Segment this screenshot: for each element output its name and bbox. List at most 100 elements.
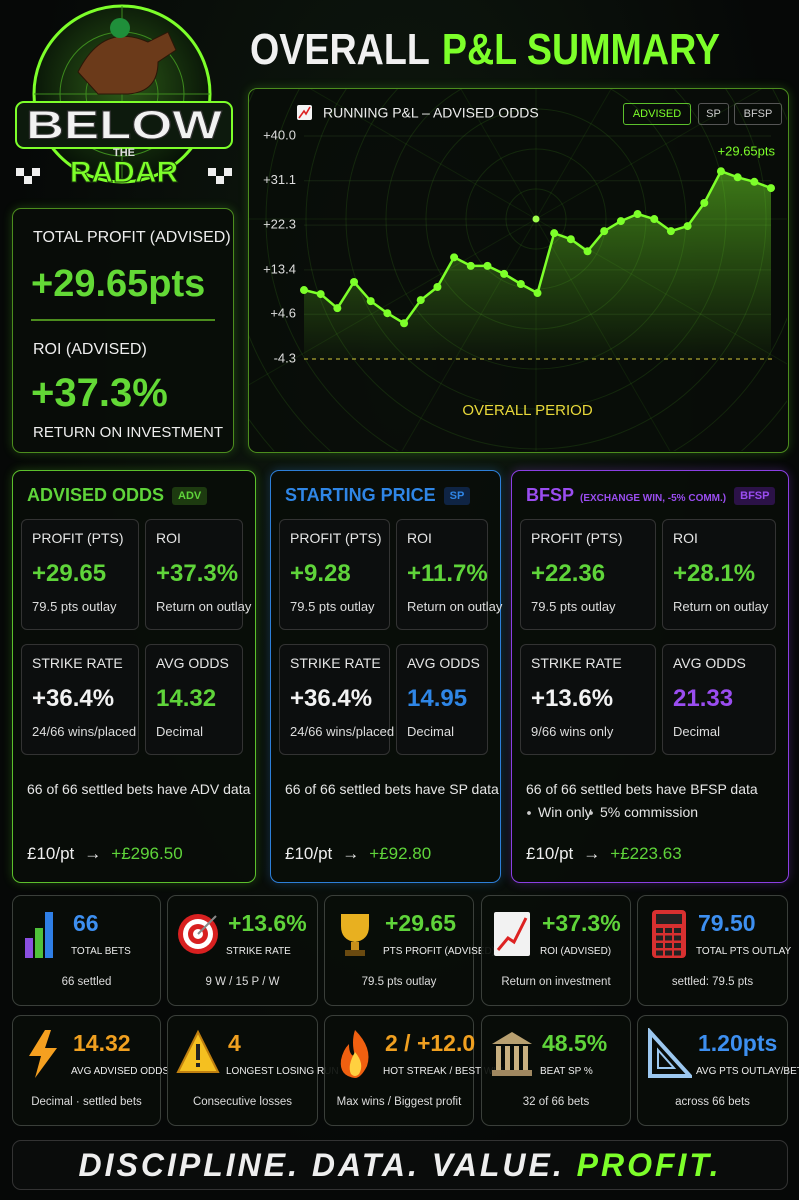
- icon: [45, 912, 53, 958]
- icon: [496, 917, 528, 951]
- stat-card: +13.6% STRIKE RATE 9 W / 15 P / W: [167, 895, 318, 1006]
- icon: [665, 935, 672, 941]
- icon: [665, 950, 672, 956]
- stat-value: 1.20pts: [698, 1030, 778, 1056]
- stat-note: across 66 bets: [675, 1096, 750, 1108]
- metric-label: PROFIT (PTS): [32, 530, 124, 546]
- icon: [665, 928, 672, 933]
- stat-label: TOTAL PTS OUTLAY: [696, 946, 792, 957]
- metric-card: AVG ODDS 14.32 Decimal: [145, 644, 243, 755]
- y-tick-label: -4.3: [274, 350, 296, 365]
- icon: [29, 1030, 57, 1078]
- stat-note: Consecutive losses: [192, 1096, 293, 1108]
- return: +£223.63: [610, 844, 682, 863]
- icon: [674, 943, 681, 948]
- stake: £10/pt: [526, 844, 574, 863]
- radar-ring: [385, 89, 687, 370]
- return: +£92.80: [369, 844, 432, 863]
- icon: [492, 1032, 532, 1044]
- roi-label: ROI (ADVISED): [33, 341, 147, 358]
- toggle-sp[interactable]: SP: [698, 103, 729, 125]
- stat-icon: [176, 1029, 220, 1073]
- stat-value: 66: [73, 910, 99, 936]
- stat-card: 4 LONGEST LOSING RUN Consecutive losses: [167, 1015, 339, 1126]
- y-tick-label: +4.6: [270, 306, 296, 321]
- point: [300, 286, 308, 295]
- icon: [665, 943, 672, 948]
- panel: ADVISED ODDS ADV PROFIT (PTS) +29.65 79.5 pt…: [12, 470, 256, 883]
- metric-value: +9.28: [290, 560, 351, 587]
- stat-label: HOT STREAK / BEST WIN: [383, 1066, 504, 1077]
- stat-value: 79.50: [698, 910, 756, 936]
- stake-line: £10/pt → +£92.80: [285, 844, 431, 864]
- icon: [505, 1046, 510, 1070]
- radar-spoke: [535, 89, 612, 220]
- icon: [492, 1070, 532, 1076]
- point: [316, 290, 325, 299]
- metric-card: STRIKE RATE +13.6% 9/66 wins only: [520, 644, 656, 755]
- point: [600, 227, 609, 236]
- bullet-note: 5% commission: [588, 804, 699, 820]
- area: [304, 171, 771, 359]
- point: [466, 261, 475, 270]
- point: [550, 229, 559, 238]
- metric-label: AVG ODDS: [156, 655, 229, 671]
- icon: [656, 928, 663, 933]
- panel-header: BFSP (EXCHANGE WIN, -5% COMM.) BFSP: [526, 485, 776, 506]
- metric-label: STRIKE RATE: [531, 655, 622, 671]
- stat-label: AVG ADVISED ODDS: [71, 1066, 170, 1077]
- icon: [674, 928, 681, 933]
- stat-label: PTS PROFIT (ADVISED): [383, 946, 496, 957]
- metric-note: Return on outlay: [407, 599, 503, 614]
- icon: [648, 1028, 692, 1078]
- panel-badge: SP: [443, 487, 471, 505]
- chart-icon: [297, 105, 312, 120]
- point: [366, 297, 375, 306]
- radar-blip: [532, 215, 540, 223]
- point: [633, 210, 642, 219]
- icon: [196, 1063, 200, 1067]
- stat-card: 79.50 TOTAL PTS OUTLAY settled: 79.5 pts: [637, 895, 792, 1006]
- metric-note: 24/66 wins/placed: [290, 724, 395, 739]
- stake: £10/pt: [27, 844, 75, 863]
- radar-ring: [505, 188, 567, 250]
- toggle-bfsp[interactable]: BFSP: [734, 103, 782, 125]
- logo-bottom: RADAR: [70, 156, 179, 189]
- y-tick-label: +22.3: [263, 217, 296, 232]
- panel-title: ADVISED ODDS: [27, 485, 165, 505]
- metric-note: 9/66 wins only: [531, 724, 614, 739]
- panel-badge: ADV: [172, 487, 208, 505]
- radar-ring: [265, 89, 787, 451]
- metric-label: ROI: [156, 530, 181, 546]
- stat-card: 48.5% BEAT SP % 32 of 66 bets: [481, 1015, 631, 1126]
- arrow: →: [342, 844, 360, 863]
- stat-icon: [25, 912, 53, 958]
- icon: [657, 1047, 677, 1069]
- stat-card: +29.65 PTS PROFIT (ADVISED) 79.5 pts outla…: [324, 895, 495, 1006]
- stat-label: BEAT SP %: [540, 1066, 593, 1077]
- metric-label: STRIKE RATE: [290, 655, 381, 671]
- metric-value: +29.65: [32, 560, 107, 587]
- point: [350, 277, 359, 286]
- stat-icon: [340, 1030, 369, 1078]
- metric-card: AVG ODDS 21.33 Decimal: [662, 644, 776, 755]
- stat-icon: [492, 1032, 532, 1076]
- metric-value: +11.7%: [407, 560, 488, 587]
- point: [583, 247, 592, 256]
- metric-label: STRIKE RATE: [32, 655, 123, 671]
- icon: [197, 915, 217, 935]
- metric-card: ROI +28.1% Return on outlay: [662, 519, 776, 630]
- stat-note: 79.5 pts outlay: [361, 976, 437, 988]
- point: [400, 319, 409, 328]
- title-highlight: P&L SUMMARY: [442, 25, 720, 74]
- metric-card: AVG ODDS 14.95 Decimal: [396, 644, 488, 755]
- icon: [196, 1044, 200, 1060]
- metric-label: AVG ODDS: [407, 655, 480, 671]
- panel: STARTING PRICE SP PROFIT (PTS) +9.28 79.5 pt…: [270, 470, 503, 883]
- roi-value: +37.3%: [31, 371, 168, 415]
- toggle-advised[interactable]: ADVISED: [623, 103, 691, 125]
- metric-label: PROFIT (PTS): [290, 530, 382, 546]
- coverage-note: 66 of 66 settled bets have SP data: [285, 781, 499, 797]
- metric-value: 14.95: [407, 685, 468, 712]
